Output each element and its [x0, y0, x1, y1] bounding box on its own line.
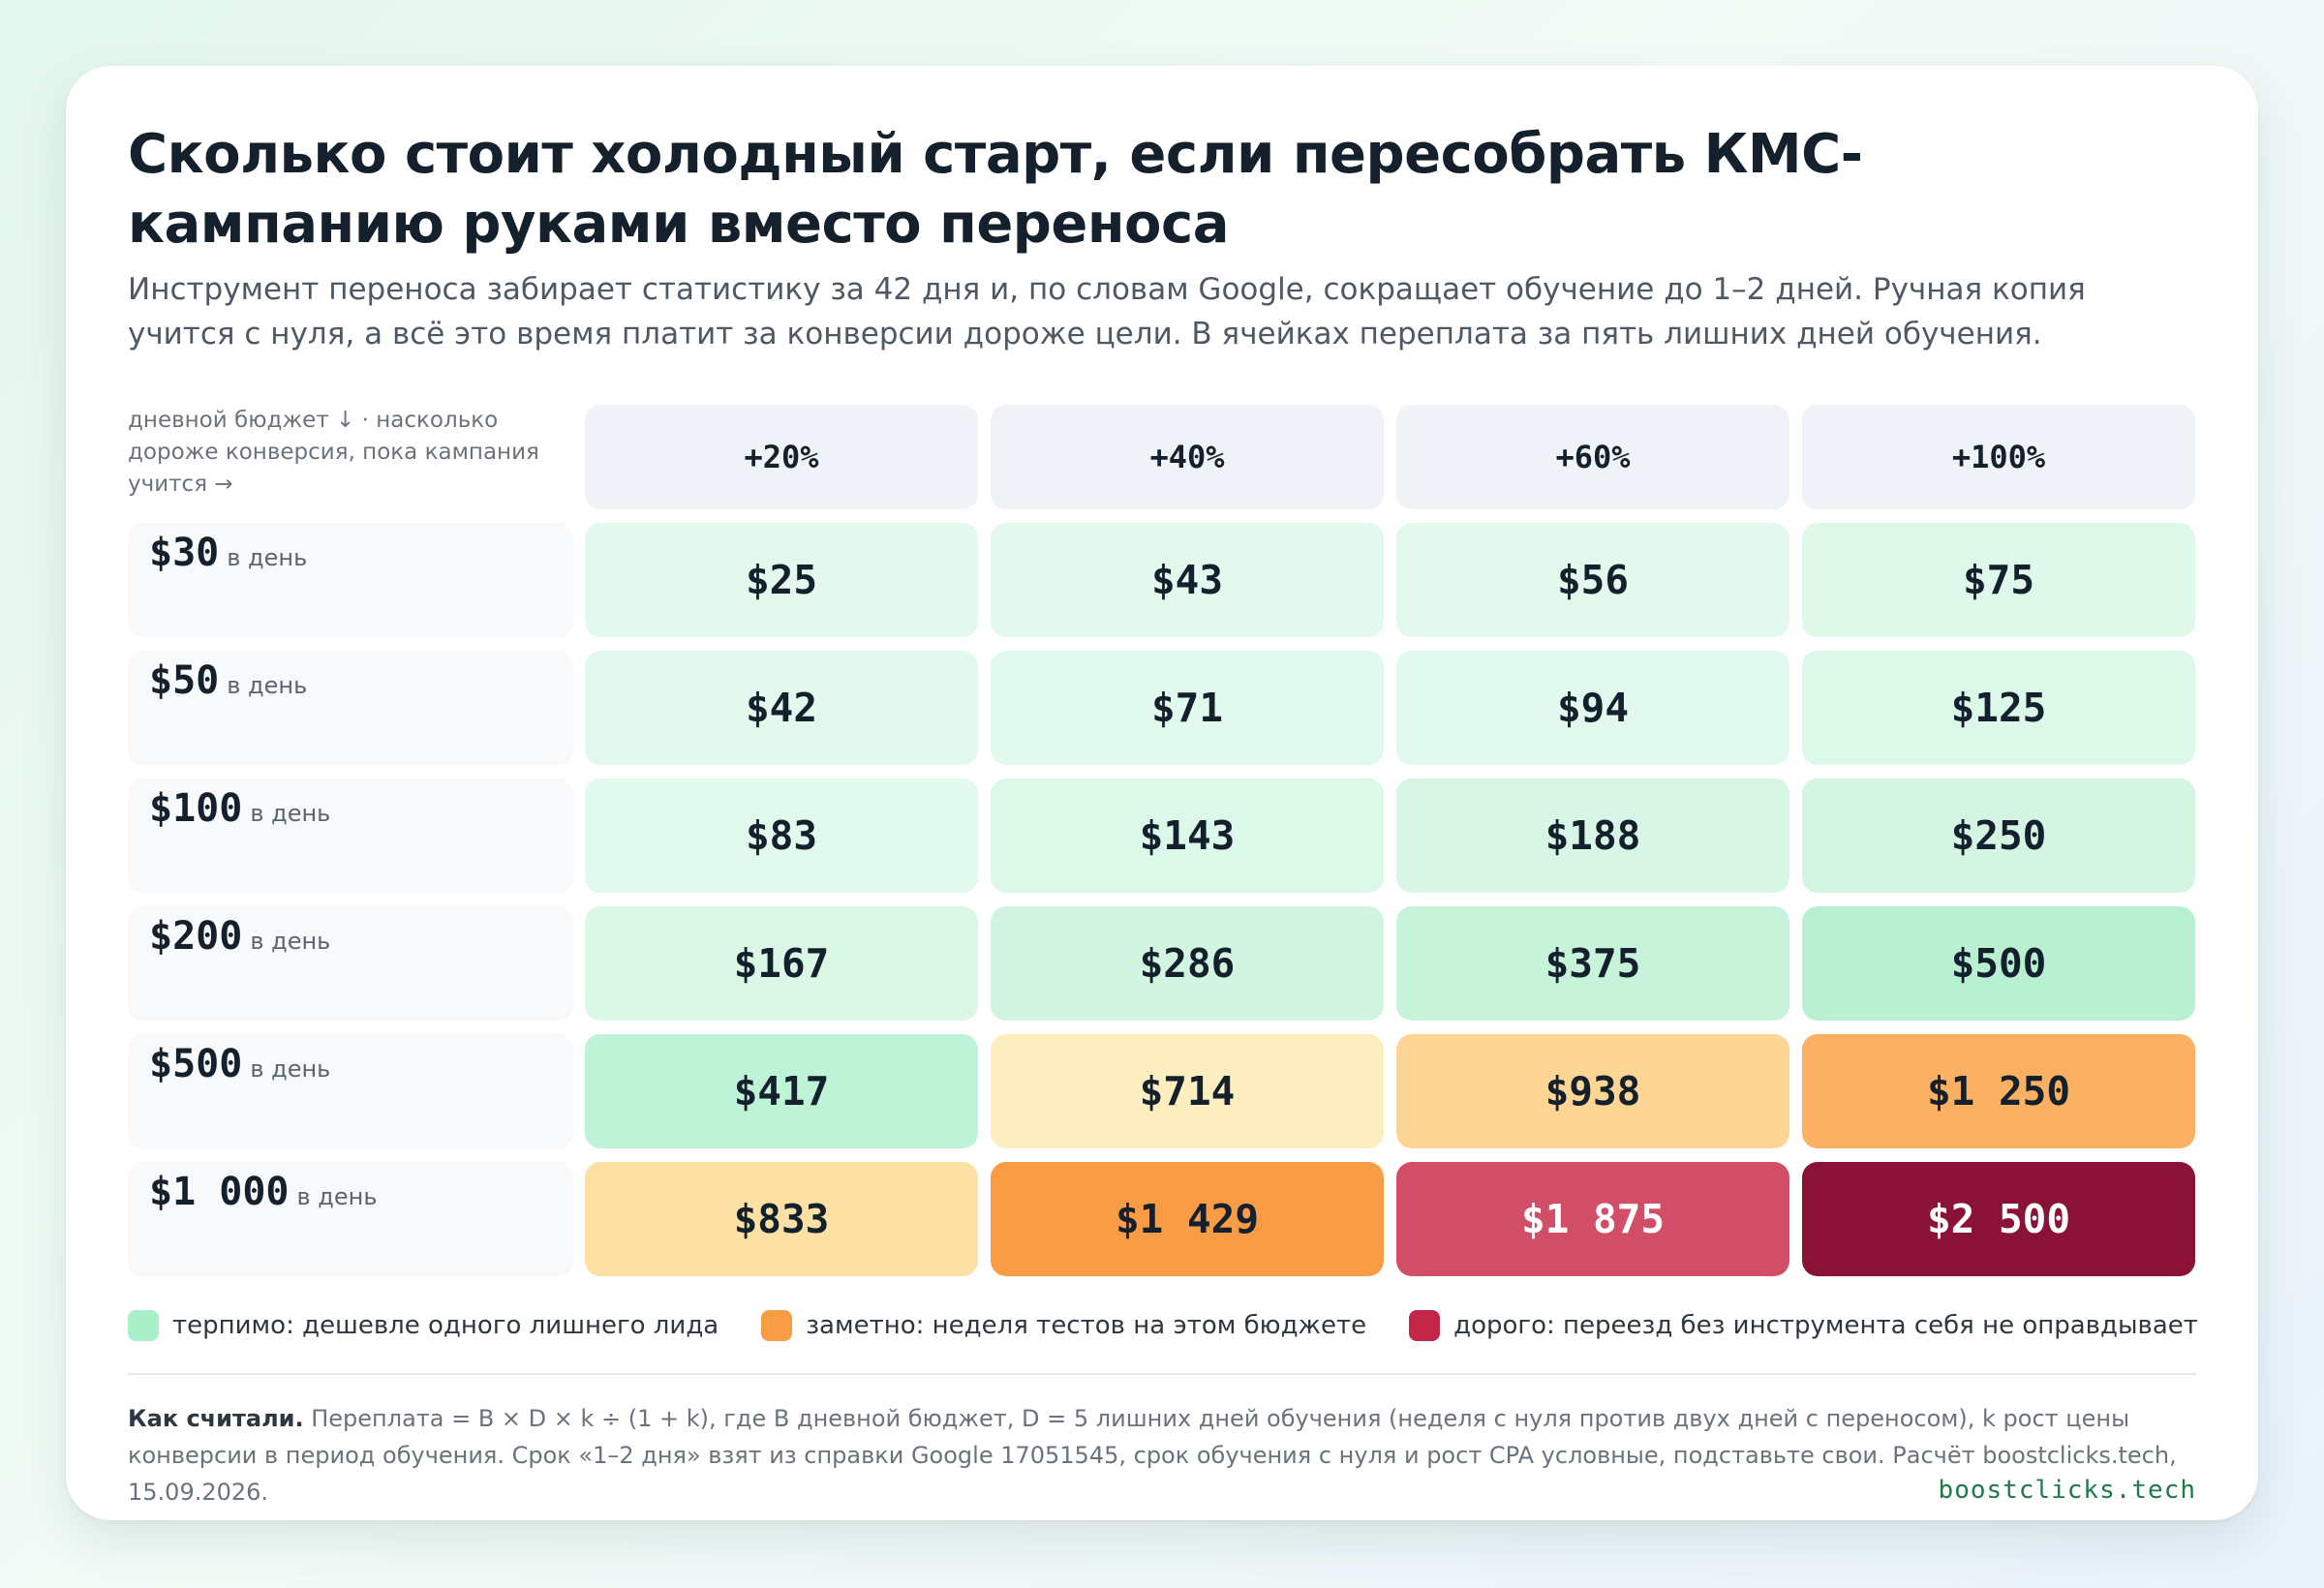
- row-header: $50 в день: [128, 651, 573, 765]
- row-header: $30 в день: [128, 523, 573, 637]
- table-cell: $286: [991, 906, 1384, 1021]
- legend-label: дорого: переезд без инструмента себя не …: [1453, 1311, 2198, 1340]
- table-cell: $250: [1802, 779, 2195, 893]
- divider: [128, 1373, 2196, 1375]
- legend-label: заметно: неделя тестов на этом бюджете: [806, 1311, 1367, 1340]
- row-header: $500 в день: [128, 1034, 573, 1148]
- row-budget: $1 000: [149, 1170, 290, 1214]
- table-cell: $1 875: [1396, 1162, 1789, 1276]
- table-cell: $2 500: [1802, 1162, 2195, 1276]
- table-cell: $56: [1396, 523, 1789, 637]
- brand-watermark: boostclicks.tech: [1938, 1476, 2196, 1505]
- legend-label: терпимо: дешевле одного лишнего лида: [172, 1311, 719, 1340]
- table-cell: $71: [991, 651, 1384, 765]
- table-cell: $417: [585, 1034, 978, 1148]
- table-cell: $1 250: [1802, 1034, 2195, 1148]
- page-subtitle: Инструмент переноса забирает статистику …: [128, 272, 2086, 351]
- table-cell: $83: [585, 779, 978, 893]
- legend-swatch: [1409, 1310, 1441, 1341]
- legend: терпимо: дешевле одного лишнего лида заме…: [128, 1307, 2241, 1344]
- row-header: $100 в день: [128, 779, 573, 893]
- table-cell: $500: [1802, 906, 2195, 1021]
- card: Сколько стоит холодный старт, если перес…: [66, 66, 2258, 1520]
- table-cell: $1 429: [991, 1162, 1384, 1276]
- row-budget: $200: [149, 914, 243, 959]
- table-cell: $75: [1802, 523, 2195, 637]
- page-title: Сколько стоит холодный старт, если перес…: [128, 123, 1863, 256]
- row-budget: $50: [149, 658, 220, 703]
- legend-item: заметно: неделя тестов на этом бюджете: [761, 1310, 1366, 1341]
- row-unit: в день: [250, 928, 331, 955]
- table-cell: $25: [585, 523, 978, 637]
- table-cell: $143: [991, 779, 1384, 893]
- column-header: +100%: [1802, 405, 2195, 509]
- legend-swatch: [128, 1310, 159, 1341]
- table-cell: $833: [585, 1162, 978, 1276]
- row-unit: в день: [250, 1055, 331, 1083]
- row-budget: $100: [149, 786, 243, 831]
- table-cell: $375: [1396, 906, 1789, 1021]
- legend-item: терпимо: дешевле одного лишнего лида: [128, 1310, 719, 1341]
- table-cell: $94: [1396, 651, 1789, 765]
- row-unit: в день: [227, 544, 308, 571]
- methodology-note: Как считали. Переплата = B × D × k ÷ (1 …: [128, 1400, 2196, 1511]
- column-header: +40%: [991, 405, 1384, 509]
- axis-corner-label: дневной бюджет ↓ · насколько дороже конв…: [128, 408, 539, 497]
- table-cell: $188: [1396, 779, 1789, 893]
- column-header: +60%: [1396, 405, 1789, 509]
- table-cell: $714: [991, 1034, 1384, 1148]
- row-header: $200 в день: [128, 906, 573, 1021]
- row-unit: в день: [227, 672, 308, 699]
- row-budget: $30: [149, 531, 220, 575]
- row-unit: в день: [296, 1183, 378, 1210]
- table-cell: $167: [585, 906, 978, 1021]
- table-cell: $125: [1802, 651, 2195, 765]
- row-header: $1 000 в день: [128, 1162, 573, 1276]
- row-unit: в день: [250, 800, 331, 827]
- table-cell: $938: [1396, 1034, 1789, 1148]
- table-cell: $42: [585, 651, 978, 765]
- legend-swatch: [761, 1310, 793, 1341]
- methodology-heading: Как считали.: [128, 1405, 304, 1432]
- methodology-text: Переплата = B × D × k ÷ (1 + k), где B д…: [128, 1405, 2177, 1506]
- legend-item: дорого: переезд без инструмента себя не …: [1409, 1310, 2198, 1341]
- row-budget: $500: [149, 1042, 243, 1086]
- column-header: +20%: [585, 405, 978, 509]
- table-cell: $43: [991, 523, 1384, 637]
